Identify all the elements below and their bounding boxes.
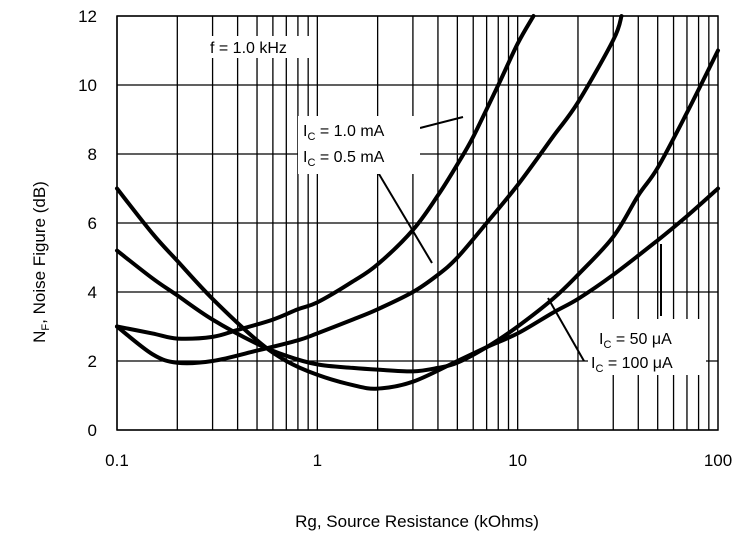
series-curve-1 (115, 14, 624, 366)
series-label-1ma-prefix: I (303, 123, 307, 140)
y-axis-title-prefix: N (30, 331, 49, 343)
y-axis-title-suffix: , Noise Figure (dB) (30, 181, 49, 324)
y-tick-label: 6 (88, 214, 97, 233)
y-tick-label: 10 (78, 76, 97, 95)
label-bg-ua (588, 319, 706, 375)
series-label-100ua: IC = 100 μA (591, 355, 673, 375)
condition-label-bg (203, 36, 313, 58)
condition-label: f = 1.0 kHz (210, 40, 287, 57)
series-label-05ma: IC = 0.5 mA (303, 149, 385, 169)
y-axis-title-subscript: F (40, 324, 52, 331)
series-label-05ma-sub: C (307, 157, 315, 169)
series-label-1ma: IC = 1.0 mA (303, 123, 385, 143)
y-axis-title: NF, Noise Figure (dB) (30, 181, 52, 343)
series-label-50ua-prefix: I (599, 331, 603, 348)
plot-frame (116, 15, 719, 431)
series-label-100ua-suffix: = 100 μA (603, 355, 673, 372)
series-curve-2 (115, 48, 720, 374)
x-tick-label: 1 (313, 451, 322, 470)
series-label-50ua: IC = 50 μA (599, 331, 672, 351)
curves (115, 14, 720, 391)
series-label-50ua-suffix: = 50 μA (611, 331, 672, 348)
y-tick-label: 2 (88, 352, 97, 371)
series-label-05ma-suffix: = 0.5 mA (315, 149, 384, 166)
series-curve-0 (115, 14, 536, 341)
leader-100ua (547, 297, 585, 362)
series-curve-3 (115, 186, 720, 391)
leader-lines (372, 116, 662, 362)
y-tick-label: 12 (78, 7, 97, 26)
y-tick-label: 4 (88, 283, 97, 302)
label-bg-1ma (298, 116, 420, 174)
y-tick-label: 0 (88, 421, 97, 440)
y-tick-label: 8 (88, 145, 97, 164)
x-axis-title: Rg, Source Resistance (kOhms) (295, 512, 539, 531)
series-label-100ua-sub: C (595, 363, 603, 375)
x-tick-label: 100 (704, 451, 732, 470)
series-label-100ua-prefix: I (591, 355, 595, 372)
series-label-50ua-sub: C (603, 339, 611, 351)
leader-1ma (419, 116, 464, 129)
leader-05ma (372, 163, 433, 264)
x-tick-labels: 0.1 1 10 100 (105, 451, 732, 470)
series-label-05ma-prefix: I (303, 149, 307, 166)
series-label-1ma-suffix: = 1.0 mA (315, 123, 384, 140)
series-label-1ma-sub: C (307, 131, 315, 143)
x-tick-label: 0.1 (105, 451, 129, 470)
y-tick-labels: 0 2 4 6 8 10 12 (78, 7, 97, 440)
x-tick-label: 10 (508, 451, 527, 470)
